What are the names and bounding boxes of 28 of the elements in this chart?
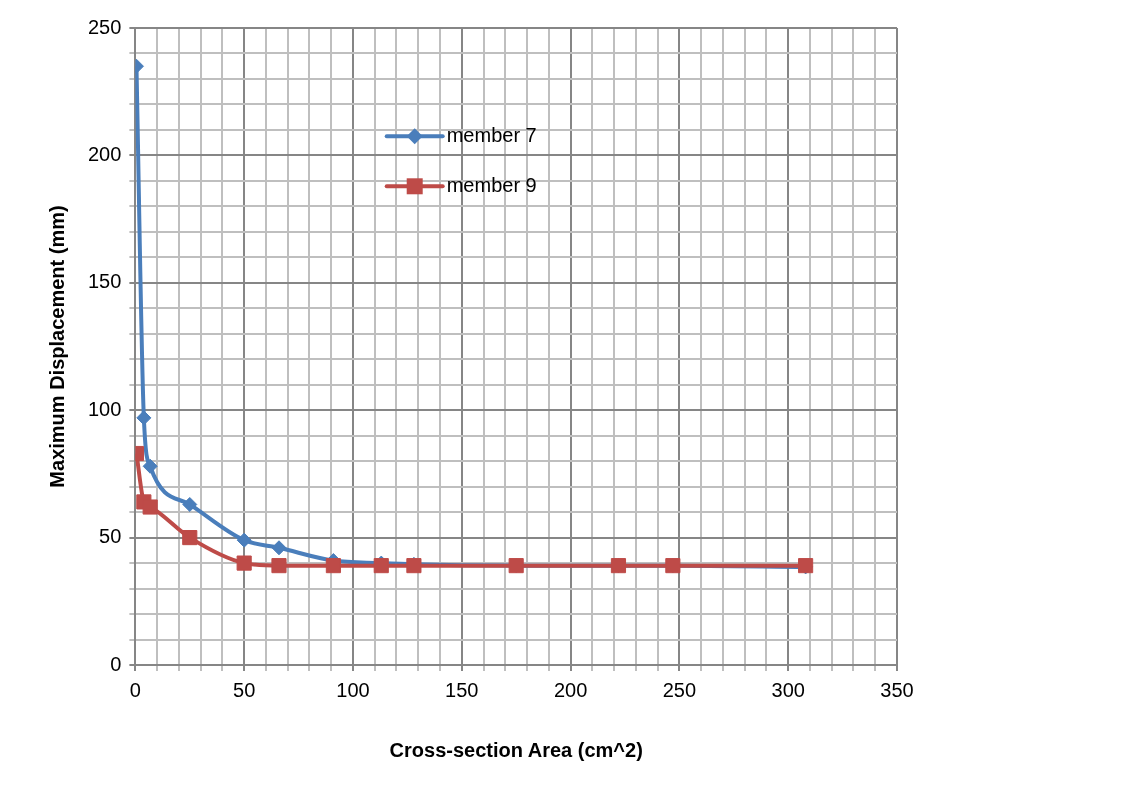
point xyxy=(142,499,158,515)
point xyxy=(236,532,252,548)
y-tick-label: 150 xyxy=(87,270,122,293)
x-tick-label: 350 xyxy=(880,678,914,701)
y-tick-label: 0 xyxy=(110,652,122,675)
point xyxy=(182,530,198,546)
legend-label: member 7 xyxy=(446,123,537,146)
point xyxy=(142,458,158,474)
legend-label: member 9 xyxy=(446,173,537,196)
x-tick-label: 150 xyxy=(445,678,479,701)
point xyxy=(182,496,198,512)
point xyxy=(325,558,341,574)
x-tick-label: 0 xyxy=(129,678,141,701)
x-axis-title: Cross-section Area (cm^2) xyxy=(389,738,643,761)
y-tick-label: 200 xyxy=(87,142,122,165)
x-tick-label: 200 xyxy=(553,678,588,701)
x-tick-label: 250 xyxy=(662,678,697,701)
x-tick-label: 100 xyxy=(336,678,370,701)
y-tick-label: 250 xyxy=(87,15,122,38)
x-tick-label: 300 xyxy=(771,678,805,701)
x-tick-label: 50 xyxy=(233,678,256,701)
y-tick-label: 100 xyxy=(87,397,122,420)
point xyxy=(271,558,287,574)
y-axis-title: Maximum Displacement (mm) xyxy=(45,205,68,488)
point xyxy=(136,410,152,426)
point xyxy=(236,555,252,571)
y-tick-label: 50 xyxy=(99,525,122,548)
point xyxy=(271,540,287,556)
